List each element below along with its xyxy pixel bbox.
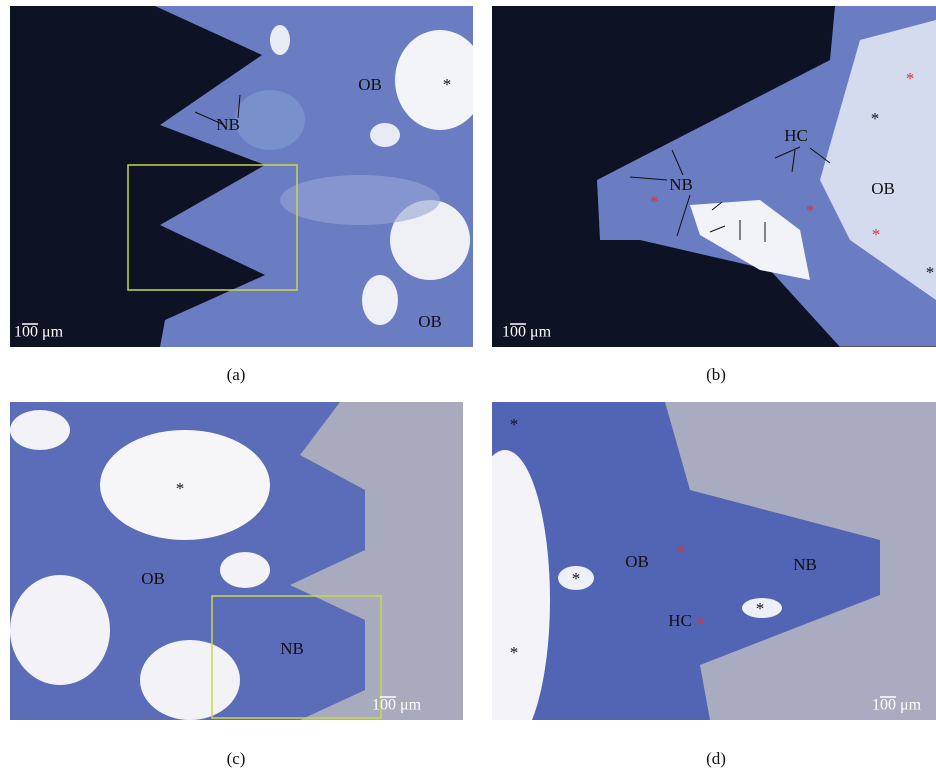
image-label: NB (793, 555, 817, 574)
image-label: * (926, 263, 935, 282)
image-label: OB (358, 75, 382, 94)
image-label: NB (216, 115, 240, 134)
scale-bar-label: 100 μm (14, 324, 64, 341)
image-label: * (676, 542, 685, 561)
image-label: * (510, 643, 519, 662)
image-label: OB (871, 179, 895, 198)
panel-caption: (b) (706, 365, 726, 384)
image-label: OB (141, 569, 165, 588)
scale-bar-label: 100 μm (502, 324, 552, 341)
image-label: HC (784, 126, 808, 145)
figure: (a) 100 μm OB NB * OB (b) 100 μm HC NB OB * * * * * * (c)… (0, 0, 936, 784)
image-label: * (872, 225, 881, 244)
image-label: OB (625, 552, 649, 571)
panel-caption: (a) (227, 365, 246, 384)
micrograph-a (10, 6, 485, 347)
scale-bar-label: 100 μm (872, 697, 922, 714)
image-label: * (176, 479, 185, 498)
micrograph-b (492, 6, 936, 347)
panel-caption: (d) (706, 749, 726, 768)
image-label: * (696, 614, 705, 633)
image-label: * (756, 599, 765, 618)
image-label: * (871, 109, 880, 128)
image-label: * (443, 75, 452, 94)
panel-caption: (c) (227, 749, 246, 768)
image-label: NB (280, 639, 304, 658)
image-label: HC (668, 611, 692, 630)
image-label: * (650, 192, 659, 211)
image-label: * (510, 415, 519, 434)
micrograph-c (10, 402, 463, 720)
micrograph-d (460, 402, 936, 750)
image-label: * (906, 69, 915, 88)
image-label: * (572, 569, 581, 588)
image-label: OB (418, 312, 442, 331)
image-label: * (806, 201, 815, 220)
image-label: NB (669, 175, 693, 194)
scale-bar-label: 100 μm (372, 697, 422, 714)
